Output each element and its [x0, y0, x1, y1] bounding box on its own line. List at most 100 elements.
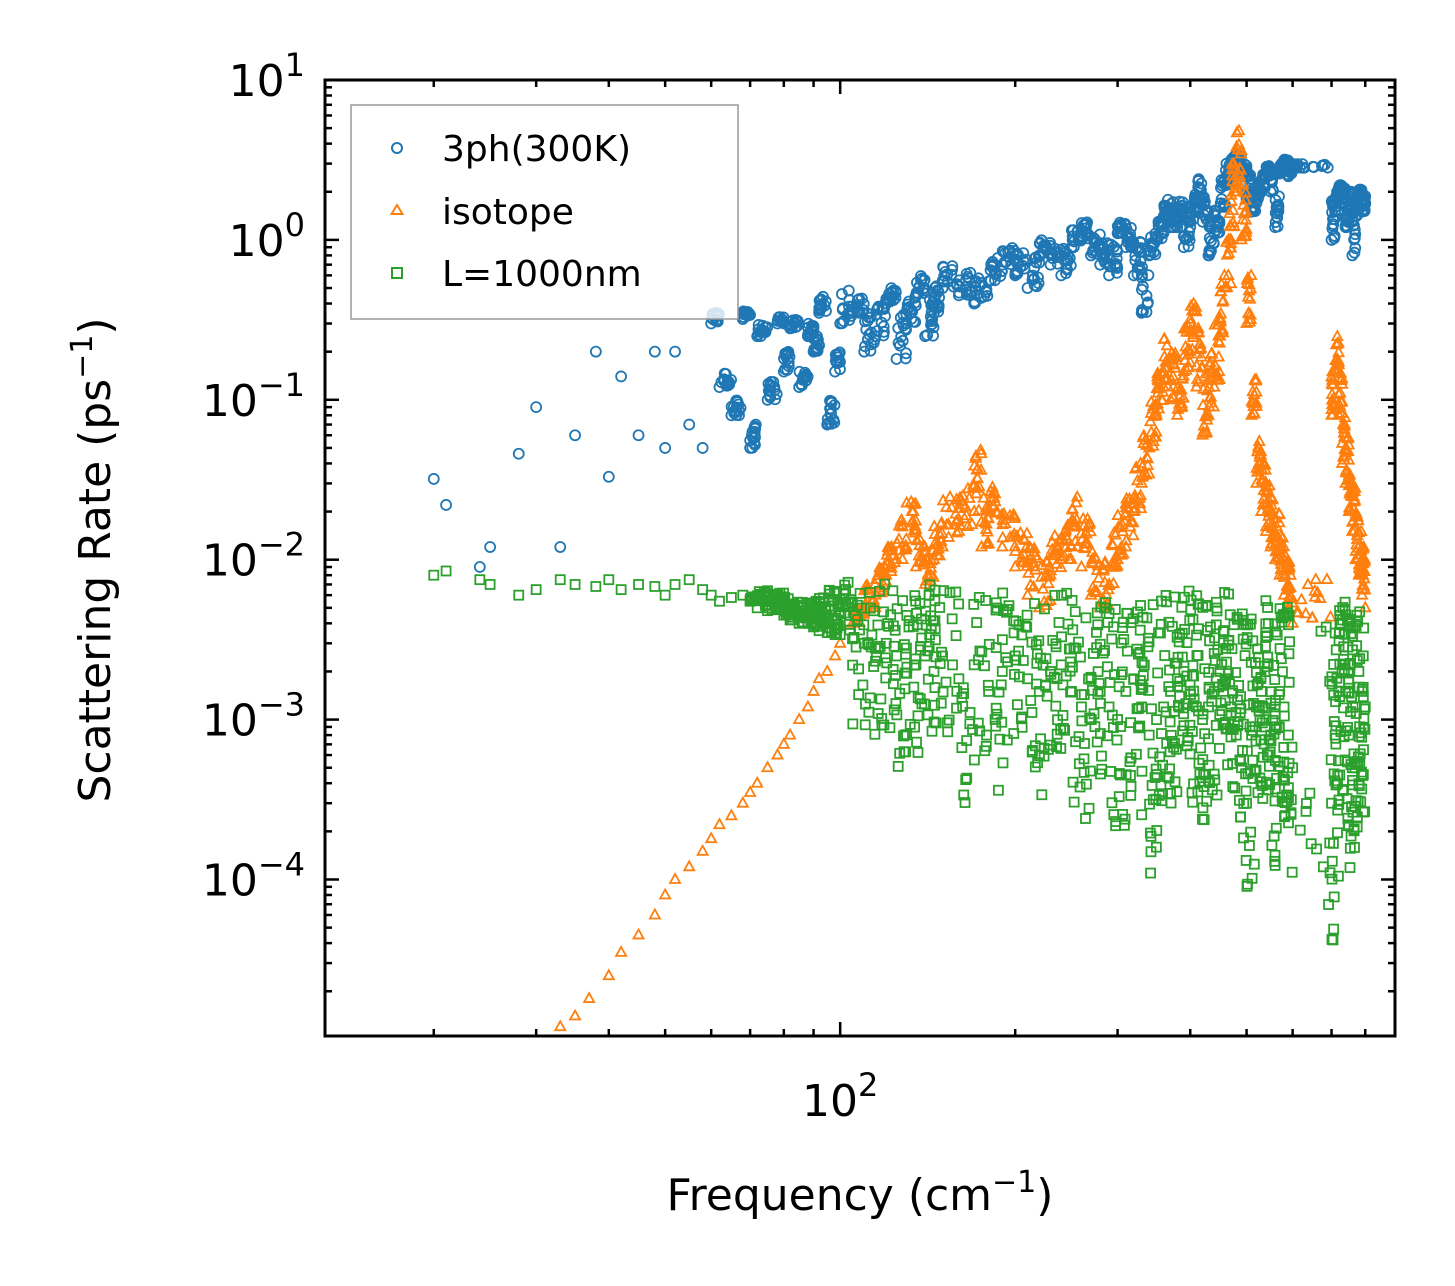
data-point	[1190, 346, 1204, 359]
data-point	[1213, 310, 1227, 323]
data-point	[1067, 776, 1079, 788]
data-point	[1326, 220, 1339, 232]
data-point	[1170, 743, 1182, 755]
data-point	[1076, 701, 1087, 713]
data-point	[718, 375, 730, 387]
data-point	[615, 584, 627, 596]
data-point	[696, 442, 709, 454]
data-point	[1211, 368, 1225, 381]
data-point	[1156, 393, 1170, 405]
data-point	[946, 263, 958, 276]
data-point	[1070, 643, 1082, 654]
data-point	[658, 887, 672, 900]
data-point	[1192, 173, 1205, 186]
data-point	[758, 325, 771, 338]
data-point	[1201, 795, 1213, 807]
data-point	[1304, 787, 1316, 799]
data-point	[879, 567, 893, 580]
data-point	[1040, 679, 1052, 691]
data-point	[1219, 694, 1231, 706]
data-point	[1238, 832, 1249, 844]
data-point	[1232, 137, 1246, 150]
data-point	[530, 584, 542, 596]
data-point	[997, 506, 1011, 519]
data-point	[1336, 666, 1348, 677]
data-point	[779, 363, 791, 376]
data-point	[823, 416, 836, 429]
data-point	[614, 945, 628, 957]
data-point	[860, 577, 874, 590]
data-point	[1032, 271, 1044, 284]
data-point	[922, 673, 934, 685]
data-point	[1323, 609, 1338, 622]
data-point	[727, 401, 740, 414]
data-point	[1355, 582, 1369, 594]
data-point	[1204, 395, 1218, 408]
y-tick-label: 100	[229, 206, 305, 267]
data-point	[1025, 695, 1037, 706]
data-point	[928, 527, 942, 539]
data-point	[1146, 703, 1157, 715]
data-point	[909, 496, 923, 509]
data-point	[1181, 740, 1193, 752]
data-point	[1229, 782, 1241, 794]
data-point	[1283, 676, 1295, 688]
data-point	[1333, 870, 1344, 882]
data-point	[1268, 659, 1280, 671]
data-point	[1216, 294, 1230, 307]
data-point	[1055, 549, 1069, 562]
data-point	[1065, 502, 1079, 515]
data-point	[980, 286, 993, 299]
data-point	[930, 288, 943, 301]
data-point	[1057, 710, 1069, 721]
data-point	[1221, 656, 1232, 668]
data-point	[1038, 750, 1050, 762]
data-point	[1194, 349, 1208, 362]
data-point	[881, 657, 893, 669]
data-point	[1332, 401, 1346, 414]
data-point	[1029, 598, 1040, 609]
data-point	[1277, 666, 1288, 678]
data-point	[1257, 793, 1269, 804]
data-point	[854, 587, 866, 599]
data-point	[1329, 204, 1342, 216]
data-point	[1178, 353, 1192, 365]
data-point	[946, 613, 958, 625]
data-point	[1260, 480, 1274, 492]
data-point	[1332, 407, 1346, 420]
data-point	[982, 501, 996, 514]
data-point	[1255, 686, 1267, 697]
data-point	[1332, 397, 1346, 410]
data-point	[1016, 531, 1030, 544]
data-point	[1247, 725, 1259, 736]
data-point	[1270, 519, 1284, 532]
data-point	[1103, 608, 1115, 619]
data-point	[1151, 825, 1163, 836]
data-point	[997, 587, 1009, 599]
data-point	[922, 709, 934, 721]
data-point	[697, 584, 709, 596]
data-point	[1230, 125, 1244, 138]
data-point	[1197, 191, 1210, 204]
data-point	[1135, 476, 1149, 488]
data-point	[836, 317, 849, 330]
data-point	[1326, 934, 1338, 945]
data-point	[1350, 620, 1362, 632]
data-point	[885, 542, 899, 555]
data-point	[1349, 505, 1363, 518]
data-point	[1212, 349, 1226, 362]
data-point	[1201, 407, 1216, 420]
data-point	[1294, 824, 1306, 836]
data-point	[1134, 255, 1147, 268]
data-point	[1330, 738, 1342, 750]
data-point	[1197, 708, 1209, 720]
data-point	[1060, 670, 1072, 682]
data-point	[1340, 441, 1354, 454]
data-point	[1239, 224, 1253, 237]
data-point	[615, 370, 628, 383]
data-point	[1134, 624, 1146, 636]
data-point	[1279, 810, 1291, 822]
data-point	[959, 499, 973, 512]
data-point	[786, 315, 799, 327]
data-point	[1159, 650, 1171, 661]
